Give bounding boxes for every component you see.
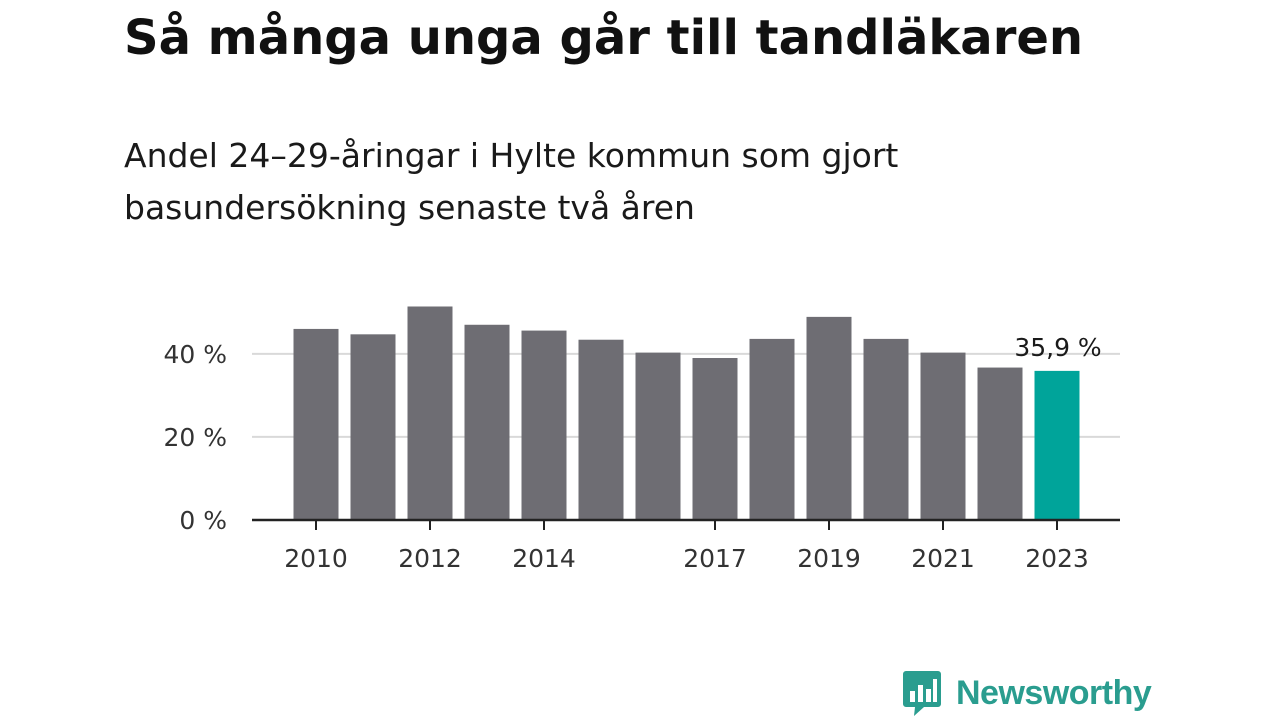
x-tick-label: 2014 [512, 544, 576, 573]
bar-2022 [977, 367, 1023, 520]
y-tick-label: 20 % [163, 423, 227, 452]
x-tick-label: 2021 [911, 544, 975, 573]
bar-2015 [578, 339, 624, 520]
newsworthy-logo: Newsworthy [902, 668, 1152, 718]
x-tick-label: 2023 [1025, 544, 1089, 573]
bar-2016 [635, 352, 681, 520]
brand-name: Newsworthy [956, 673, 1152, 712]
bar-2017 [692, 358, 738, 520]
bar-chart-speech-bubble-icon [903, 671, 941, 716]
bar-2010 [293, 328, 339, 520]
y-tick-label: 0 % [179, 506, 227, 535]
chart-title: Så många unga går till tandläkaren [124, 10, 1084, 66]
x-tick-label: 2012 [398, 544, 462, 573]
bar-2011 [350, 334, 396, 520]
data-label-2023: 35,9 % [1014, 333, 1101, 362]
bar-2013 [464, 324, 510, 520]
x-tick-label: 2019 [797, 544, 861, 573]
bar-2014 [521, 330, 567, 520]
bar-2019 [806, 316, 852, 520]
bar-2023 [1034, 370, 1080, 520]
x-tick-label: 2017 [683, 544, 747, 573]
x-tick-label: 2010 [284, 544, 348, 573]
bar-2012 [407, 306, 453, 520]
bar-2018 [749, 338, 795, 520]
bar-2020 [863, 338, 909, 520]
chart-subtitle: Andel 24–29-åringar i Hylte kommun som g… [124, 136, 899, 227]
y-tick-label: 40 % [163, 340, 227, 369]
bar-2021 [920, 352, 966, 520]
